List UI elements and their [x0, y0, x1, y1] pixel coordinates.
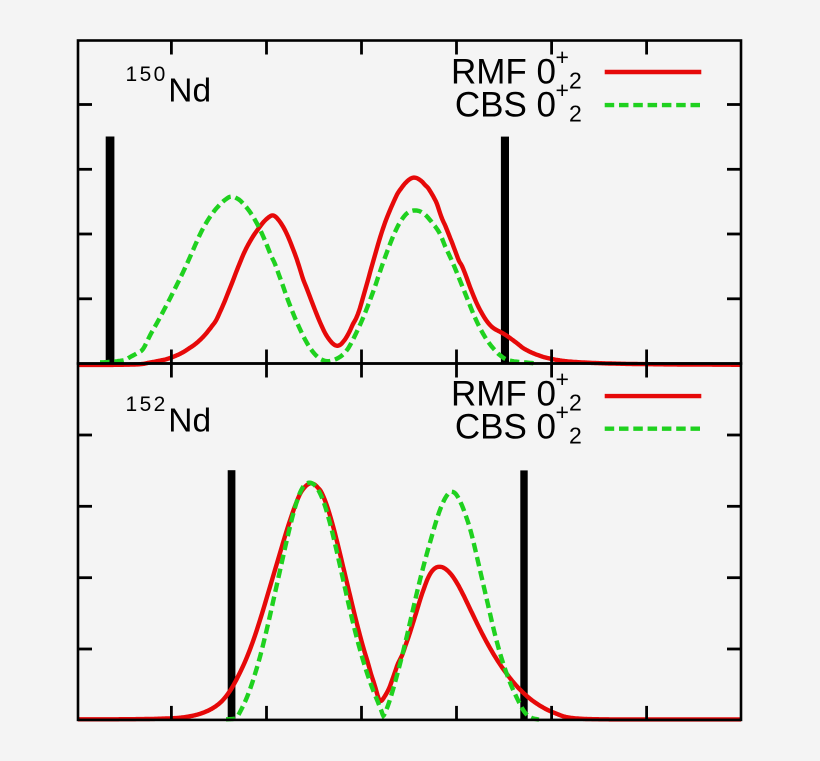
svg-text:2: 2	[569, 423, 582, 449]
svg-text:CBS 0: CBS 0	[455, 86, 556, 125]
svg-text:Nd: Nd	[168, 73, 211, 110]
svg-text:152: 152	[126, 393, 168, 416]
svg-text:Nd: Nd	[168, 403, 211, 440]
svg-text:+: +	[556, 399, 569, 425]
svg-text:CBS 0: CBS 0	[455, 408, 556, 447]
svg-text:RMF 0: RMF 0	[451, 375, 556, 414]
svg-text:2: 2	[569, 390, 582, 416]
svg-text:+: +	[556, 77, 569, 103]
svg-text:2: 2	[569, 101, 582, 127]
svg-text:+: +	[556, 44, 569, 70]
svg-text:2: 2	[569, 68, 582, 94]
svg-text:150: 150	[126, 63, 168, 86]
svg-text:RMF 0: RMF 0	[451, 53, 556, 92]
svg-text:+: +	[556, 366, 569, 392]
